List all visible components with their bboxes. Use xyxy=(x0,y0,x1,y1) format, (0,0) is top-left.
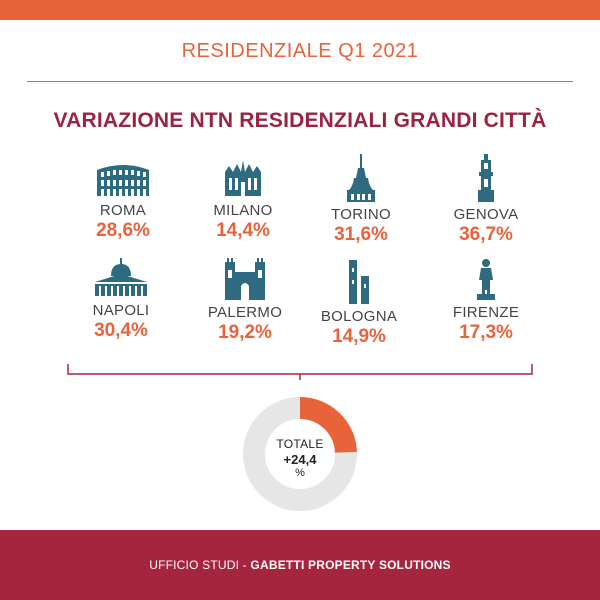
city-percentage: 14,4% xyxy=(216,220,270,241)
city-percentage: 36,7% xyxy=(459,224,513,245)
total-value: +24,4 xyxy=(283,452,317,467)
david-statue-icon xyxy=(477,259,495,300)
top-accent-bar xyxy=(0,0,600,20)
donut-segment xyxy=(299,397,357,454)
donut-label-group: TOTALE +24,4 % xyxy=(243,437,357,479)
lanterna-icon xyxy=(478,154,494,202)
donut-chart xyxy=(243,397,357,511)
city-percentage: 14,9% xyxy=(332,326,386,347)
city-percentage: 19,2% xyxy=(218,322,272,343)
header-divider xyxy=(27,81,573,82)
total-label: TOTALE xyxy=(276,437,324,451)
summary-bracket xyxy=(67,364,533,380)
cathedral-icon xyxy=(225,258,265,300)
basilica-dome-icon xyxy=(95,258,147,296)
city-card-palermo: PALERMO 19,2% xyxy=(175,258,315,344)
mole-antonelliana-icon xyxy=(347,154,375,202)
footer-brand: GABETTI PROPERTY SOLUTIONS xyxy=(250,558,451,572)
city-card-firenze: FIRENZE 17,3% xyxy=(416,258,556,344)
city-card-napoli: NAPOLI 30,4% xyxy=(51,258,191,342)
city-card-genova: GENOVA 36,7% xyxy=(416,154,556,246)
city-card-milano: MILANO 14,4% xyxy=(173,158,313,242)
city-name: PALERMO xyxy=(207,304,283,321)
two-towers-icon xyxy=(349,260,369,304)
colosseum-icon xyxy=(97,165,149,196)
city-name: GENOVA xyxy=(453,206,519,223)
city-name: NAPOLI xyxy=(92,302,150,319)
city-percentage: 28,6% xyxy=(96,220,150,241)
page-title: VARIAZIONE NTN RESIDENZIALI GRANDI CITTÀ xyxy=(53,109,547,132)
city-name: ROMA xyxy=(99,202,147,219)
duomo-icon xyxy=(225,160,261,196)
city-percentage: 31,6% xyxy=(334,224,388,245)
city-card-torino: TORINO 31,6% xyxy=(291,154,431,246)
total-unit: % xyxy=(295,467,305,479)
city-card-roma: ROMA 28,6% xyxy=(53,158,193,242)
city-name: MILANO xyxy=(213,202,273,219)
footer-prefix: UFFICIO STUDI - xyxy=(149,558,251,572)
city-card-bologna: BOLOGNA 14,9% xyxy=(289,258,429,348)
footer-bar: UFFICIO STUDI - GABETTI PROPERTY SOLUTIO… xyxy=(0,530,600,600)
city-name: TORINO xyxy=(331,206,391,223)
footer-text: UFFICIO STUDI - GABETTI PROPERTY SOLUTIO… xyxy=(0,558,600,572)
city-percentage: 17,3% xyxy=(459,322,513,343)
total-donut: TOTALE +24,4 % xyxy=(243,397,357,511)
city-percentage: 30,4% xyxy=(94,320,148,341)
city-name: FIRENZE xyxy=(452,304,520,321)
city-name: BOLOGNA xyxy=(320,308,398,325)
header-title: RESIDENZIALE Q1 2021 xyxy=(181,40,419,62)
